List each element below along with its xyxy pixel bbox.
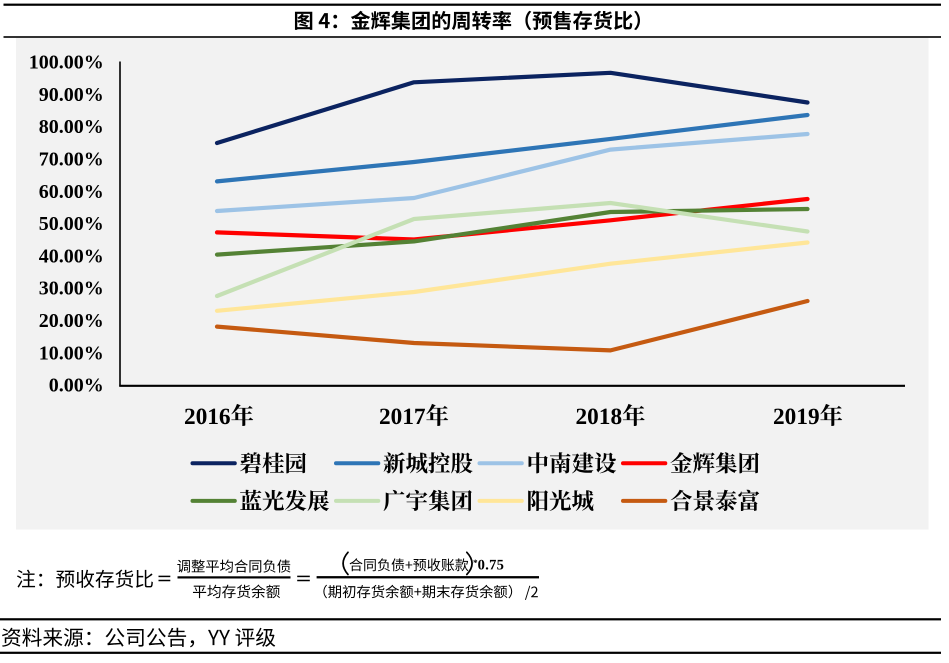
svg-text:0.00%: 0.00% — [49, 375, 104, 397]
svg-text:90.00%: 90.00% — [39, 84, 104, 106]
svg-text:80.00%: 80.00% — [39, 116, 104, 138]
svg-text:100.00%: 100.00% — [29, 52, 104, 74]
svg-text:40.00%: 40.00% — [39, 245, 104, 267]
svg-text:50.00%: 50.00% — [39, 213, 104, 235]
svg-text:30.00%: 30.00% — [39, 278, 104, 300]
svg-text:10.00%: 10.00% — [39, 342, 104, 364]
svg-text:70.00%: 70.00% — [39, 149, 104, 171]
svg-text:20.00%: 20.00% — [39, 310, 104, 332]
svg-text:60.00%: 60.00% — [39, 181, 104, 203]
